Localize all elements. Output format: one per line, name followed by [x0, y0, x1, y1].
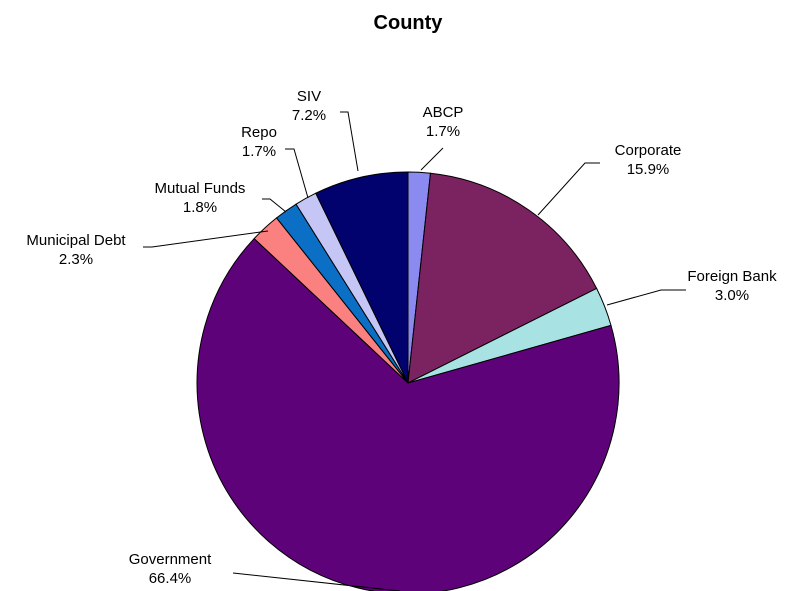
leader-line-mutual-funds [262, 198, 287, 213]
slice-label-mutual-funds: Mutual Funds [155, 180, 246, 197]
slice-value-repo: 1.7% [242, 143, 276, 160]
leader-line-abcp [420, 147, 444, 171]
leader-line-government [232, 572, 401, 591]
pie-slice-corporate [407, 172, 598, 384]
chart-title: County [374, 12, 444, 34]
leader-line-corporate [537, 162, 600, 216]
slice-value-municipal-debt: 2.3% [59, 251, 93, 268]
slice-value-government: 66.4% [149, 570, 192, 587]
pie-slice-government [196, 237, 620, 591]
leader-line-siv [340, 111, 359, 172]
slice-value-siv: 7.2% [292, 107, 326, 124]
slice-label-corporate: Corporate [615, 142, 682, 159]
slice-label-municipal-debt: Municipal Debt [26, 232, 126, 249]
pie-slice-siv [315, 171, 409, 384]
leader-line-foreign-bank [606, 289, 686, 306]
leader-line-repo [285, 148, 309, 199]
slice-label-foreign-bank: Foreign Bank [687, 268, 777, 285]
slice-label-siv: SIV [297, 88, 321, 105]
slice-value-mutual-funds: 1.8% [183, 199, 217, 216]
slice-value-abcp: 1.7% [426, 123, 460, 140]
slice-value-corporate: 15.9% [627, 161, 670, 178]
leader-line-municipal-debt [143, 230, 269, 248]
slice-label-repo: Repo [241, 124, 277, 141]
slice-label-government: Government [129, 551, 212, 568]
slice-label-abcp: ABCP [423, 104, 464, 121]
slice-value-foreign-bank: 3.0% [715, 287, 749, 304]
